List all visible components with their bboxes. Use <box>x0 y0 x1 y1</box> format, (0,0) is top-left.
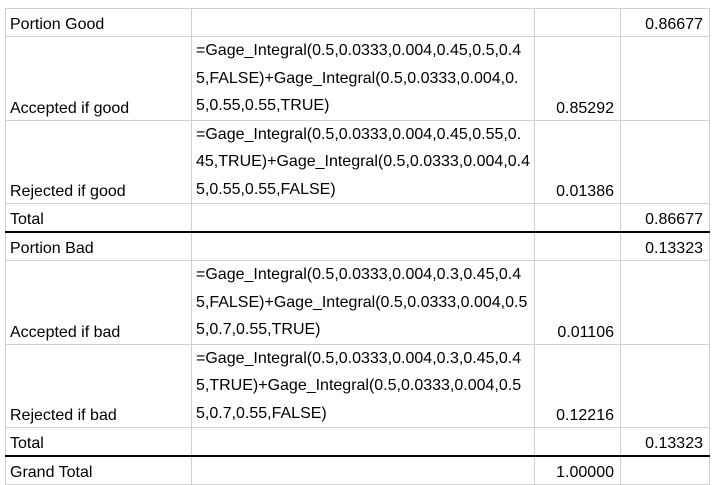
formula-cell[interactable]: =Gage_Integral(0.5,0.0333,0.004,0.3,0.45… <box>191 260 535 345</box>
table-row: Grand Total 1.00000 <box>5 455 710 485</box>
value-cell[interactable] <box>534 427 621 457</box>
table-row: Portion Bad 0.13323 <box>5 231 710 261</box>
total-cell[interactable] <box>620 343 710 428</box>
value-cell[interactable]: 1.00000 <box>534 455 621 485</box>
value-cell[interactable]: 0.85292 <box>534 36 621 121</box>
row-label-cell[interactable]: Total <box>5 203 192 233</box>
total-cell[interactable] <box>620 36 710 121</box>
value-cell[interactable] <box>534 231 621 261</box>
formula-cell[interactable]: =Gage_Integral(0.5,0.0333,0.004,0.45,0.5… <box>191 36 535 121</box>
table-row: Portion Good 0.86677 <box>5 8 710 37</box>
formula-cell[interactable] <box>191 203 535 233</box>
row-label-cell[interactable]: Accepted if good <box>5 36 192 121</box>
total-cell[interactable] <box>620 119 710 204</box>
calculation-table: Portion Good 0.86677 Accepted if good =G… <box>5 8 710 485</box>
row-label-cell[interactable]: Total <box>5 427 192 457</box>
table-row: Total 0.13323 <box>5 427 710 457</box>
formula-cell[interactable] <box>191 8 535 37</box>
value-cell[interactable]: 0.01386 <box>534 119 621 204</box>
formula-cell[interactable] <box>191 427 535 457</box>
total-cell[interactable]: 0.86677 <box>620 203 710 233</box>
table-row: Accepted if good =Gage_Integral(0.5,0.03… <box>5 36 710 121</box>
value-cell[interactable] <box>534 203 621 233</box>
row-label-cell[interactable]: Portion Bad <box>5 231 192 261</box>
formula-cell[interactable]: =Gage_Integral(0.5,0.0333,0.004,0.45,0.5… <box>191 119 535 204</box>
row-label-cell[interactable]: Grand Total <box>5 455 192 485</box>
value-cell[interactable] <box>534 8 621 37</box>
table-row: Accepted if bad =Gage_Integral(0.5,0.033… <box>5 260 710 345</box>
total-cell[interactable]: 0.13323 <box>620 231 710 261</box>
row-label-cell[interactable]: Accepted if bad <box>5 260 192 345</box>
total-cell[interactable]: 0.13323 <box>620 427 710 457</box>
table-row: Rejected if good =Gage_Integral(0.5,0.03… <box>5 119 710 204</box>
row-label-cell[interactable]: Rejected if good <box>5 119 192 204</box>
total-cell[interactable] <box>620 260 710 345</box>
table-row: Total 0.86677 <box>5 203 710 233</box>
total-cell[interactable]: 0.86677 <box>620 8 710 37</box>
total-cell[interactable] <box>620 455 710 485</box>
formula-cell[interactable]: =Gage_Integral(0.5,0.0333,0.004,0.3,0.45… <box>191 343 535 428</box>
row-label-cell[interactable]: Portion Good <box>5 8 192 37</box>
row-label-cell[interactable]: Rejected if bad <box>5 343 192 428</box>
value-cell[interactable]: 0.01106 <box>534 260 621 345</box>
value-cell[interactable]: 0.12216 <box>534 343 621 428</box>
table-row: Rejected if bad =Gage_Integral(0.5,0.033… <box>5 343 710 428</box>
formula-cell[interactable] <box>191 455 535 485</box>
formula-cell[interactable] <box>191 231 535 261</box>
